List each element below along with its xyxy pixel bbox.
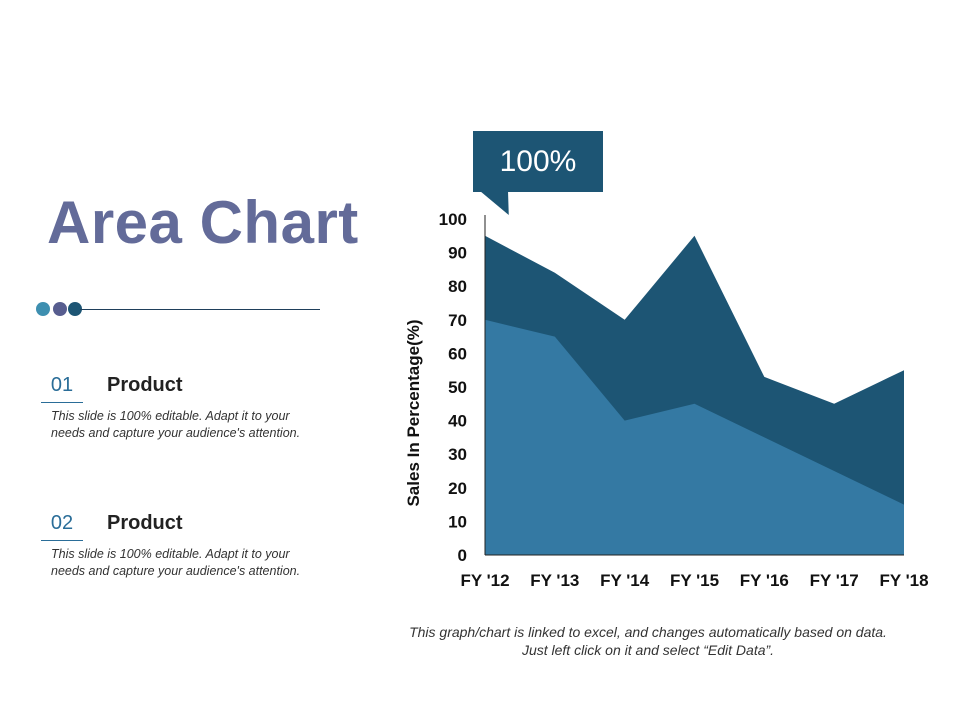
y-tick-label: 40 [448, 412, 467, 431]
y-tick-label: 80 [448, 277, 467, 296]
area-series-2 [485, 319, 904, 555]
x-tick-label: FY '12 [460, 571, 509, 590]
divider-line [80, 309, 320, 310]
footnote: This graph/chart is linked to excel, and… [409, 624, 887, 658]
y-tick-label: 100 [439, 210, 467, 229]
item-label: Product [107, 512, 183, 534]
dot-2 [53, 302, 67, 316]
y-tick-label: 10 [448, 512, 467, 531]
y-tick-label: 70 [448, 311, 467, 330]
y-axis-title: Sales In Percentage(%) [404, 319, 423, 506]
slide-title: Area Chart [47, 189, 359, 256]
y-tick-label: 20 [448, 479, 467, 498]
x-tick-label: FY '17 [810, 571, 859, 590]
x-tick-label: FY '16 [740, 571, 789, 590]
area-chart[interactable]: 0 10 20 30 40 50 60 70 80 90 100 FY '12 FY '13 FY '14… [396, 200, 946, 600]
item-number: 01 [50, 374, 74, 396]
y-tick-label: 0 [458, 546, 467, 565]
x-tick-label: FY '14 [600, 571, 650, 590]
callout-box: 100% [473, 131, 603, 192]
x-tick-label: FY '18 [879, 571, 928, 590]
dot-3 [68, 302, 82, 316]
y-tick-label: 50 [448, 378, 467, 397]
item-description: This slide is 100% editable. Adapt it to… [51, 409, 301, 440]
x-tick-label: FY '13 [530, 571, 579, 590]
x-tick-label: FY '15 [670, 571, 719, 590]
item-number: 02 [50, 512, 74, 534]
y-tick-label: 60 [448, 344, 467, 363]
item-number-underline [41, 402, 83, 403]
decorative-dots [36, 301, 326, 317]
y-tick-label: 90 [448, 244, 467, 263]
dot-1 [36, 302, 50, 316]
item-label: Product [107, 374, 183, 396]
item-number-underline [41, 540, 83, 541]
item-description: This slide is 100% editable. Adapt it to… [51, 547, 301, 578]
y-tick-label: 30 [448, 445, 467, 464]
